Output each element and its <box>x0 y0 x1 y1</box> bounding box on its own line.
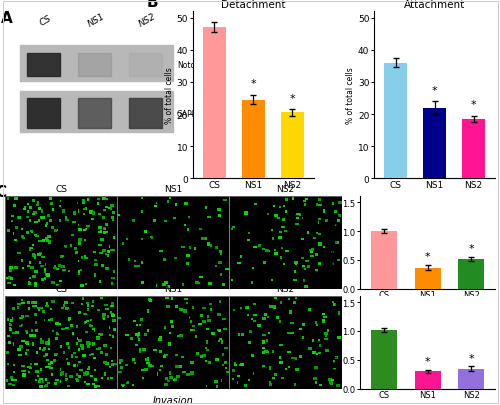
Bar <box>458 259 484 289</box>
Text: *: * <box>468 353 474 362</box>
Bar <box>130 99 162 129</box>
Text: A: A <box>2 11 13 26</box>
Bar <box>280 113 304 179</box>
Text: B: B <box>147 0 158 11</box>
Text: *: * <box>250 79 256 89</box>
Bar <box>371 232 398 289</box>
Text: NS2: NS2 <box>276 184 294 193</box>
Bar <box>458 369 484 389</box>
Bar <box>414 268 440 289</box>
Bar <box>242 100 265 179</box>
Bar <box>371 330 398 389</box>
Bar <box>117 197 230 289</box>
Text: NS2: NS2 <box>276 284 294 293</box>
Bar <box>384 64 407 179</box>
Bar <box>202 28 226 179</box>
Y-axis label: Invasion assay: Invasion assay <box>330 315 340 371</box>
Text: Migration: Migration <box>150 296 196 306</box>
Bar <box>20 45 174 82</box>
Text: *: * <box>468 243 474 253</box>
Y-axis label: % of total cells: % of total cells <box>165 67 174 124</box>
Text: NS1: NS1 <box>86 12 106 29</box>
Text: CS: CS <box>55 284 67 293</box>
Text: *: * <box>425 252 430 262</box>
Text: *: * <box>290 94 295 103</box>
Bar <box>423 109 446 179</box>
Bar <box>27 54 60 77</box>
Title: Detachment: Detachment <box>221 0 286 10</box>
Text: *: * <box>425 356 430 366</box>
Bar <box>414 371 440 389</box>
Text: GAPDH: GAPDH <box>177 109 204 118</box>
Text: NS1: NS1 <box>164 184 182 193</box>
Bar <box>117 296 230 389</box>
Text: CS: CS <box>55 184 67 193</box>
Bar <box>78 99 111 129</box>
Bar <box>130 54 162 77</box>
Bar <box>20 92 174 132</box>
Y-axis label: Migration assay: Migration assay <box>330 213 340 273</box>
Bar <box>230 197 342 289</box>
Bar <box>27 99 60 129</box>
Text: C: C <box>0 185 6 200</box>
Y-axis label: % of total cells: % of total cells <box>346 67 355 124</box>
Bar <box>462 119 485 179</box>
Text: *: * <box>432 85 438 95</box>
Title: Attachment: Attachment <box>404 0 465 10</box>
Text: Invasion: Invasion <box>153 395 194 405</box>
Text: Notch1: Notch1 <box>177 61 204 70</box>
Text: CS: CS <box>38 14 53 28</box>
Bar <box>5 296 117 389</box>
Bar <box>5 197 117 289</box>
Text: NS1: NS1 <box>164 284 182 293</box>
Bar <box>230 296 342 389</box>
Text: NS2: NS2 <box>138 12 158 29</box>
Bar <box>78 54 111 77</box>
Text: *: * <box>471 100 476 110</box>
